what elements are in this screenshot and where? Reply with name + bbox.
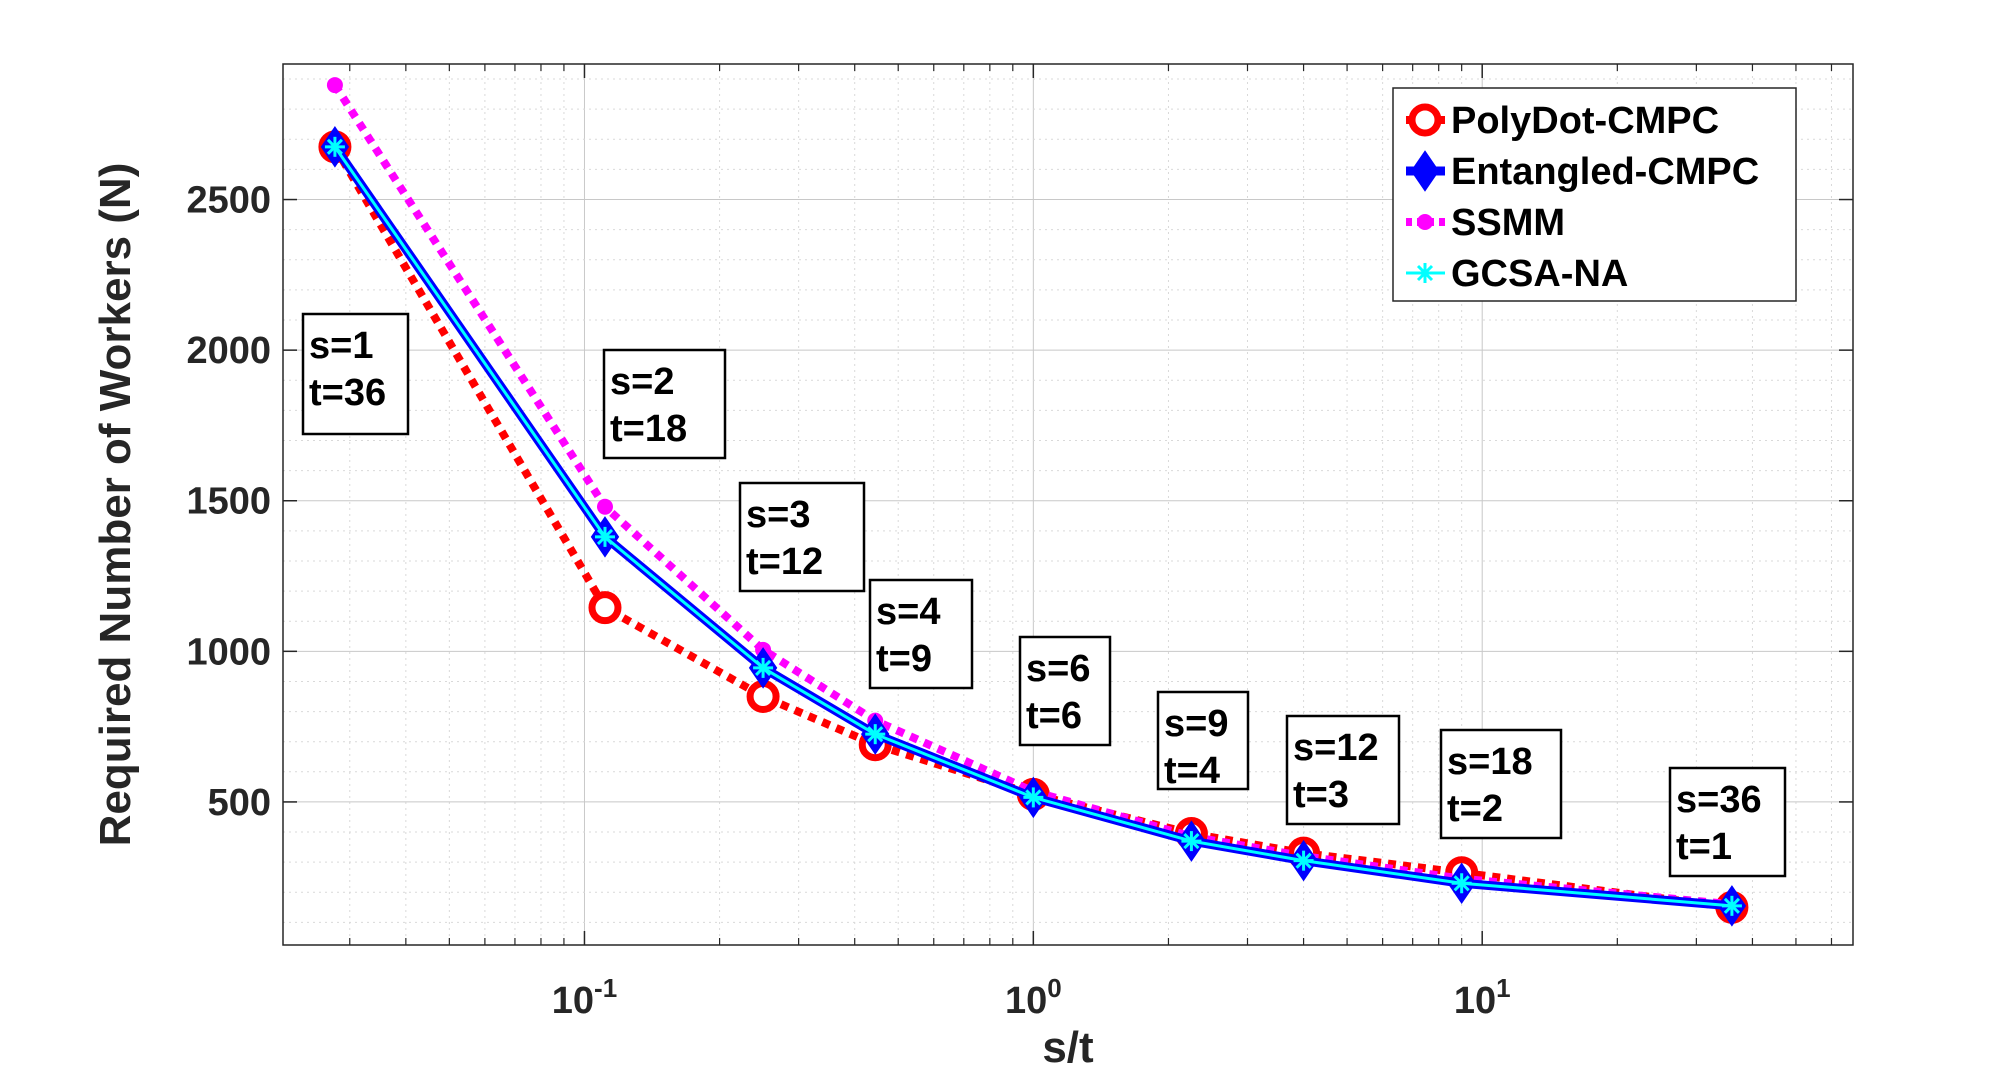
legend-entry-ssmm: SSMM: [1406, 202, 1565, 244]
asterisk-stroke: [1183, 833, 1200, 850]
data-point-ssmm: [596, 498, 613, 515]
y-tick-label: 1500: [186, 481, 271, 523]
data-point-gcsa-na: [1721, 895, 1742, 916]
annotation-line-2: t=2: [1447, 788, 1503, 830]
asterisk-stroke: [867, 726, 884, 743]
annotations: s=1t=36 s=2t=18s=3t=12s=4t=9 s=6t=6 s=9t=4s…: [301, 312, 1787, 878]
legend-entry-polydot-cmpc: PolyDot-CMPC: [1406, 100, 1719, 142]
annotation-line-1: s=9: [1164, 703, 1228, 745]
data-point-gcsa-na: [1181, 831, 1202, 852]
annotation-line-1: s=36: [1676, 779, 1762, 821]
series-gcsa-na: [324, 136, 1742, 916]
legend-label-polydot-cmpc: PolyDot-CMPC: [1451, 100, 1719, 142]
legend-marker-gcsa-na: [1415, 263, 1435, 283]
annotation-line-2: t=6: [1026, 695, 1082, 737]
annotation-frame: [1668, 766, 1787, 878]
legend-label-gcsa-na: GCSA-NA: [1451, 253, 1628, 295]
annotation-frame: [1439, 728, 1563, 840]
annotation-frame: [1156, 690, 1250, 791]
annotation-line-1: s=3: [746, 494, 810, 536]
legend-label-entangled-cmpc: Entangled-CMPC: [1451, 151, 1759, 193]
annotation-frame: [868, 578, 974, 690]
annotation-line-1: s=18: [1447, 741, 1533, 783]
plot-frame: [282, 63, 1854, 946]
annotation-line-2: t=12: [746, 541, 823, 583]
data-point-gcsa-na: [324, 136, 345, 157]
annotation-box: s=4t=9: [868, 578, 974, 690]
data-point-gcsa-na: [865, 724, 886, 745]
annotation-line-1: s=1: [309, 325, 373, 367]
annotation-box: s=12 t=3: [1285, 714, 1401, 826]
legend-marker-entangled-cmpc: [1410, 150, 1440, 192]
y-tick-label: 1000: [186, 631, 271, 673]
x-tick-base: 10: [1005, 980, 1047, 1022]
y-axis-label: Required Number of Workers (N): [91, 163, 140, 847]
asterisk-stroke: [755, 659, 772, 676]
data-point-ssmm: [326, 77, 343, 94]
series-line-polydot-cmpc: [331, 144, 1733, 912]
x-tick-exponent: -1: [594, 973, 617, 1003]
legend: PolyDot-CMPC Entangled-CMPC SSMM GCSA-NA: [1392, 87, 1797, 302]
annotation-line-1: s=6: [1026, 648, 1090, 690]
annotation-box: s=6t=6: [1018, 635, 1112, 747]
asterisk-stroke: [1025, 789, 1042, 806]
x-tick-exponent: 0: [1047, 973, 1061, 1003]
annotation-frame: [301, 312, 410, 436]
legend-entry-entangled-cmpc: Entangled-CMPC: [1406, 150, 1759, 193]
annotation-frame: [602, 348, 727, 460]
y-tick-label: 500: [208, 782, 271, 824]
annotation-line-1: s=2: [610, 361, 674, 403]
annotation-box: s=36 t=1: [1668, 766, 1787, 878]
asterisk-stroke: [326, 138, 343, 155]
annotation-line-2: t=1: [1676, 826, 1732, 868]
annotation-frame: [1018, 635, 1112, 747]
x-tick-base: 10: [552, 980, 594, 1022]
legend-box: [1392, 87, 1797, 302]
asterisk-stroke: [1723, 897, 1740, 914]
y-tick-label: 2500: [186, 180, 271, 222]
legend-marker-ssmm: [1417, 214, 1433, 230]
legend-entry-gcsa-na: GCSA-NA: [1406, 253, 1628, 295]
x-tick-base: 10: [1454, 980, 1496, 1022]
annotation-box: s=2 t=18: [602, 348, 727, 460]
asterisk-stroke: [1295, 852, 1312, 869]
asterisk-stroke: [596, 528, 614, 545]
annotation-frame: [1285, 714, 1401, 826]
asterisk-stroke: [1416, 264, 1434, 282]
data-point-gcsa-na: [1023, 787, 1044, 808]
annotation-line-2: t=36: [309, 372, 386, 414]
legend-label-ssmm: SSMM: [1451, 202, 1565, 244]
data-point-gcsa-na: [594, 526, 615, 547]
annotation-box: s=3 t=12: [738, 481, 866, 593]
legend-marker-polydot-cmpc: [1408, 103, 1442, 137]
data-point-polydot-cmpc: [588, 591, 622, 625]
data-point-gcsa-na: [1451, 873, 1472, 894]
x-tick-label: 101: [1454, 973, 1511, 1022]
annotation-line-2: t=3: [1293, 774, 1349, 816]
data-point-gcsa-na: [753, 657, 774, 678]
series-layer: [318, 77, 1749, 927]
annotation-line-2: t=9: [876, 638, 932, 680]
series-line-ssmm: [331, 82, 1733, 909]
annotation-line-1: s=4: [876, 591, 940, 633]
annotation-line-2: t=4: [1164, 750, 1220, 792]
x-tick-label: 10-1: [552, 973, 617, 1022]
data-point-gcsa-na: [1293, 850, 1314, 871]
annotation-frame: [738, 481, 866, 593]
annotation-box: s=18 t=2: [1439, 728, 1563, 840]
y-tick-label: 2000: [186, 330, 271, 372]
x-tick-exponent: 1: [1496, 973, 1510, 1003]
annotation-line-2: t=18: [610, 408, 687, 450]
x-axis-label: s/t: [1042, 1023, 1094, 1068]
x-tick-label: 100: [1005, 973, 1062, 1022]
asterisk-stroke: [1453, 875, 1470, 892]
annotation-line-1: s=12: [1293, 727, 1379, 769]
annotation-box: s=9t=4: [1156, 690, 1250, 792]
annotation-box: s=1 t=36: [301, 312, 410, 436]
